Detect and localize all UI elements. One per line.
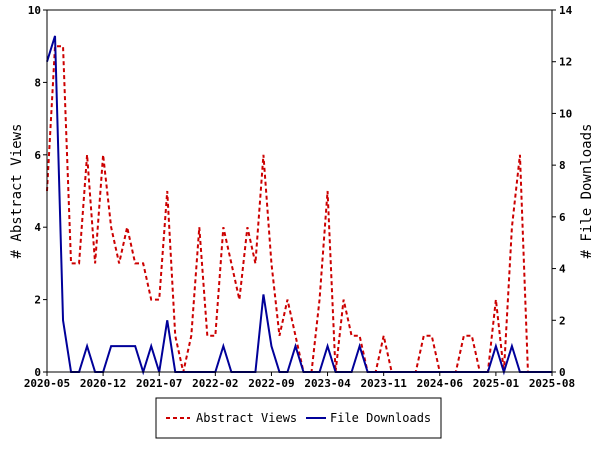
right-tick-label: 14 — [559, 4, 573, 17]
right-tick-label: 4 — [559, 263, 566, 276]
x-tick-label: 2020-12 — [80, 377, 126, 390]
right-tick-label: 6 — [559, 211, 566, 224]
legend-box — [155, 397, 442, 439]
x-tick-label: 2025-01 — [473, 377, 520, 390]
x-tick-label: 2023-04 — [304, 377, 351, 390]
right-tick-label: 10 — [559, 107, 572, 120]
left-y-axis: 0 2 4 6 8 10 — [28, 4, 47, 379]
x-tick-label: 2024-06 — [417, 377, 464, 390]
right-tick-label: 12 — [559, 56, 572, 69]
x-axis: 2020-05 2020-12 2021-07 2022-02 2022-09 2023-… — [24, 372, 575, 390]
left-tick-label: 2 — [34, 294, 41, 307]
x-tick-label: 2021-07 — [136, 377, 182, 390]
left-tick-label: 4 — [34, 221, 41, 234]
left-tick-label: 10 — [28, 4, 41, 17]
legend: Abstract Views File Downloads — [155, 397, 442, 439]
x-tick-label: 2023-11 — [360, 377, 407, 390]
right-axis-title: # File Downloads — [579, 124, 595, 259]
x-tick-label: 2020-05 — [24, 377, 70, 390]
left-tick-label: 8 — [34, 76, 41, 89]
left-axis-title: # Abstract Views — [9, 124, 25, 259]
right-tick-label: 0 — [559, 366, 566, 379]
plot-frame — [46, 9, 553, 373]
right-tick-label: 2 — [559, 314, 566, 327]
right-y-axis: 0 2 4 6 8 10 12 14 — [552, 4, 573, 379]
series-line-abstract-views — [46, 45, 552, 373]
left-tick-label: 0 — [34, 366, 41, 379]
left-tick-label: 6 — [34, 149, 41, 162]
x-tick-label: 2025-08 — [529, 377, 575, 390]
x-tick-label: 2022-02 — [192, 377, 238, 390]
legend-label-file-downloads: File Downloads — [330, 411, 431, 425]
x-tick-label: 2022-09 — [248, 377, 294, 390]
right-tick-label: 8 — [559, 159, 566, 172]
legend-label-abstract-views: Abstract Views — [196, 411, 297, 425]
